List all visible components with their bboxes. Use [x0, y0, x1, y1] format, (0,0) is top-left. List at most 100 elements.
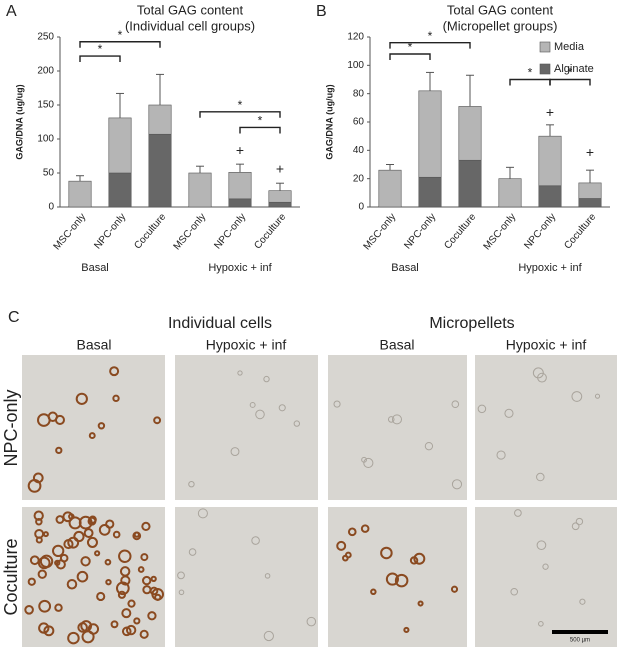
cell-stain [150, 575, 157, 582]
cell-stain [510, 587, 519, 596]
cell-stain [112, 394, 120, 403]
bar-segment [418, 176, 442, 208]
cell-stain [59, 553, 69, 563]
cell-stain [347, 527, 357, 537]
cell-stain [537, 372, 547, 383]
cell-stain [80, 556, 91, 567]
cell-stain [125, 624, 137, 636]
cell-stain [98, 524, 111, 536]
cell-stain [188, 480, 195, 488]
column-label: Hypoxic + inf [506, 337, 587, 353]
group-label: Basal [81, 262, 109, 274]
cell-stain [333, 400, 341, 408]
group-label: Hypoxic + inf [208, 262, 272, 274]
significance-mark: * [408, 40, 413, 54]
significance-mark: * [238, 98, 243, 112]
cell-stain [360, 524, 370, 533]
cell-stain [137, 566, 145, 573]
significance-mark: * [98, 42, 103, 56]
cell-stain [76, 570, 89, 583]
cell-stain [133, 617, 141, 625]
cell-stain [278, 404, 286, 412]
bar-segment [108, 117, 132, 174]
significance-bracket [389, 41, 471, 49]
bar-segment [418, 90, 442, 178]
cell-stain [451, 400, 460, 409]
cell-stain [542, 563, 549, 570]
cell-stain [391, 414, 402, 425]
cell-stain [536, 540, 547, 551]
row-label: NPC-only [1, 389, 21, 466]
cell-stain [197, 508, 208, 519]
cell-stain [37, 569, 47, 579]
legend-label: Alginate [554, 63, 594, 75]
cell-stain [417, 600, 424, 607]
cell-stain [139, 629, 149, 639]
cell-stain [68, 513, 75, 520]
cell-stain [230, 447, 240, 457]
chart-subtitle: (Individual cell groups) [125, 18, 255, 33]
x-tick-label: MSC-only [52, 212, 89, 253]
cell-stain [477, 404, 487, 414]
significance-mark: * [118, 28, 123, 42]
y-tick-label: 60 [353, 117, 365, 128]
significance-mark: * [568, 66, 573, 80]
column-label: Basal [379, 337, 414, 353]
x-tick-label: Coculture [442, 211, 478, 251]
cell-stain [39, 554, 54, 569]
cell-stain [118, 549, 132, 563]
micrograph [475, 507, 617, 647]
chart-subtitle: (Micropellet groups) [443, 18, 558, 33]
cell-stain [141, 521, 151, 532]
y-tick-label: 120 [347, 32, 364, 43]
cell-stain [27, 479, 42, 493]
cell-stain [344, 551, 352, 559]
cell-stain [385, 572, 399, 586]
cell-stain [67, 631, 80, 645]
significance-bracket [79, 55, 121, 63]
cell-stain [43, 625, 55, 637]
y-axis-label: GAG/DNA (ug/ug) [14, 84, 24, 159]
annotation-mark: + [546, 104, 554, 120]
cell-stain [142, 575, 152, 586]
panel-label: A [6, 3, 17, 20]
bar-segment [228, 172, 252, 200]
chart-title: Total GAG content [447, 2, 554, 17]
legend-swatch [539, 41, 551, 53]
x-tick-label: MSC-only [482, 212, 519, 253]
x-tick-label: NPC-only [212, 212, 248, 252]
cell-stain [55, 515, 65, 524]
cell-stain [121, 608, 132, 619]
x-tick-label: NPC-only [402, 212, 438, 252]
cell-stain [394, 573, 409, 588]
y-tick-label: 100 [347, 60, 364, 71]
cell-stain [37, 556, 51, 570]
y-tick-label: 50 [43, 168, 55, 179]
y-tick-label: 40 [353, 145, 365, 156]
bar-segment [68, 180, 92, 208]
cell-stain [73, 530, 85, 543]
panel-label: C [8, 309, 20, 326]
annotation-mark: + [276, 160, 284, 176]
y-tick-label: 250 [37, 32, 54, 43]
cell-stain [38, 599, 52, 613]
cell-stain [62, 511, 74, 523]
cell-stain [306, 616, 317, 627]
cell-stain [47, 411, 58, 422]
bar-segment [458, 106, 482, 161]
significance-mark: * [528, 66, 533, 80]
cell-stain [127, 599, 136, 608]
micrograph [175, 355, 318, 500]
cell-stain [188, 548, 197, 556]
cell-stain [96, 591, 106, 602]
annotation-mark: + [236, 142, 244, 158]
y-tick-label: 100 [37, 134, 54, 145]
cell-stain [154, 593, 162, 601]
bar-segment [578, 182, 602, 199]
cell-stain [363, 457, 374, 469]
bar-segment [378, 169, 402, 208]
column-group: Micropellets [429, 315, 514, 332]
significance-bracket [239, 126, 281, 134]
y-tick-label: 200 [37, 66, 54, 77]
